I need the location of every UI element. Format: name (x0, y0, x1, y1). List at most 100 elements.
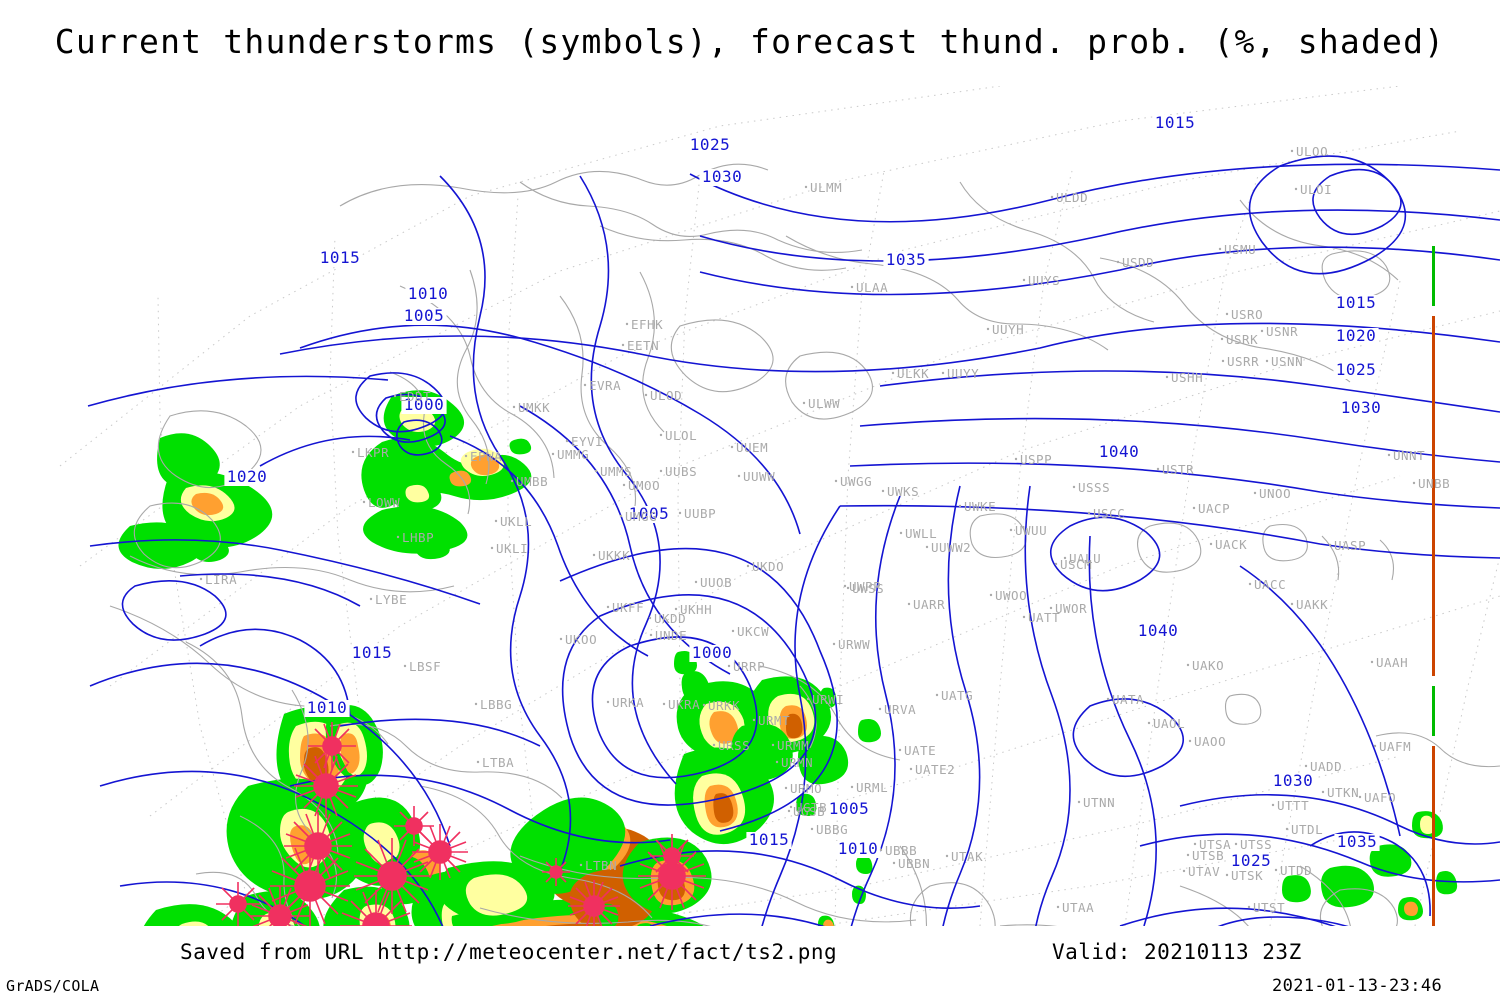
station-dot-icon (941, 371, 945, 375)
station-label: USCM (1060, 557, 1092, 572)
station-dot-icon (659, 433, 663, 437)
station-label: UAFO (1364, 790, 1396, 805)
isobar-label: 1005 (404, 306, 445, 325)
station-dot-icon (712, 743, 716, 747)
station-dot-icon (731, 629, 735, 633)
isobar-label-backing (746, 832, 792, 849)
station-label: UWSS (852, 581, 884, 596)
isobar-label: 1015 (1336, 293, 1377, 312)
station-dot-icon (622, 483, 626, 487)
station-label: UARR (913, 597, 945, 612)
station-dot-icon (1260, 329, 1264, 333)
station-label: UATG (941, 688, 973, 703)
station-label: URSS (718, 738, 750, 753)
station-label: UTAK (951, 849, 983, 864)
station-label: LKPR (357, 445, 389, 460)
isobar-label-backing (349, 645, 395, 662)
station-dot-icon (879, 848, 883, 852)
station-dot-icon (1220, 337, 1224, 341)
station-dot-icon (1221, 359, 1225, 363)
isobar-label: 1010 (838, 839, 879, 858)
station-label: UKOO (565, 632, 597, 647)
station-dot-icon (702, 703, 706, 707)
station-dot-icon (804, 185, 808, 189)
station-label: UWGG (840, 474, 872, 489)
station-label: URML (856, 780, 888, 795)
coastlines (109, 163, 1500, 926)
station-label: UAKO (1192, 658, 1224, 673)
station-label: UUBS (665, 464, 697, 479)
station-dot-icon (727, 664, 731, 668)
station-dot-icon (1147, 721, 1151, 725)
station-label: UTAA (1062, 900, 1094, 915)
station-label: USTR (1162, 462, 1194, 477)
map-svg[interactable]: 1025 1030 1035 1015 1015 1020 1025 1030 1015 1010… (0, 86, 1500, 926)
station-label: UGSB (793, 804, 825, 819)
station-dot-icon (746, 564, 750, 568)
station-dot-icon (396, 535, 400, 539)
isobar-label: 1035 (886, 250, 927, 269)
shade-cluster-nw (118, 433, 273, 569)
isobar-label-backing (1338, 400, 1384, 417)
station-label: UACK (1215, 537, 1247, 552)
isobar-label-backing (224, 469, 270, 486)
isobar-label: 1040 (1138, 621, 1179, 640)
isobar-label-backing (689, 645, 735, 662)
station-label: USPP (1020, 452, 1052, 467)
station-dot-icon (494, 519, 498, 523)
station-label: UWOR (1055, 601, 1087, 616)
station-dot-icon (846, 586, 850, 590)
isobar-label: 1020 (1336, 326, 1377, 345)
station-dot-icon (678, 511, 682, 515)
station-dot-icon (1186, 853, 1190, 857)
station-label: UUYH (992, 322, 1024, 337)
isobar-label-backing (1333, 328, 1379, 345)
station-dot-icon (806, 697, 810, 701)
station-dot-icon (1271, 803, 1275, 807)
station-dot-icon (474, 702, 478, 706)
station-dot-icon (737, 474, 741, 478)
station-label: LTBA (482, 755, 514, 770)
station-dot-icon (369, 597, 373, 601)
station-dot-icon (1285, 827, 1289, 831)
station-dot-icon (512, 405, 516, 409)
station-label: USNN (1271, 354, 1303, 369)
map-frame-right (1432, 246, 1435, 926)
station-label: UTSS (1240, 837, 1272, 852)
station-dot-icon (648, 616, 652, 620)
station-label: UUBP (684, 506, 716, 521)
station-label: EFHK (631, 317, 663, 332)
station-dot-icon (1290, 149, 1294, 153)
station-label: UATE2 (915, 762, 955, 777)
valid-time-text: Valid: 20210113 23Z (1052, 940, 1302, 964)
station-label: UBBG (816, 822, 848, 837)
station-dot-icon (789, 805, 793, 809)
station-dot-icon (551, 452, 555, 456)
station-dot-icon (878, 707, 882, 711)
station-label: UMMS (600, 464, 632, 479)
station-label: UKFF (612, 600, 644, 615)
station-label: UWKE (964, 499, 996, 514)
station-dot-icon (1165, 375, 1169, 379)
station-dot-icon (644, 393, 648, 397)
isobar-label: 1030 (1273, 771, 1314, 790)
station-label: UWPP (849, 579, 881, 594)
station-dot-icon (1209, 542, 1213, 546)
map-canvas[interactable]: 1025 1030 1035 1015 1015 1020 1025 1030 1015 1010… (0, 86, 1500, 926)
station-label: USRK (1226, 332, 1258, 347)
station-label: UTST (1253, 900, 1285, 915)
station-dot-icon (1304, 764, 1308, 768)
station-dot-icon (1056, 905, 1060, 909)
station-dot-icon (592, 553, 596, 557)
station-label: UUOB (700, 575, 732, 590)
page-title: Current thunderstorms (symbols), forecas… (54, 22, 1446, 61)
isobar-label-backing (699, 169, 745, 186)
station-dot-icon (1225, 873, 1229, 877)
station-dot-icon (594, 469, 598, 473)
station-dot-icon (1328, 543, 1332, 547)
station-label: UACC (1254, 577, 1286, 592)
station-label: UMBB (516, 474, 548, 489)
station-dot-icon (850, 285, 854, 289)
station-label: UASP (1334, 538, 1366, 553)
